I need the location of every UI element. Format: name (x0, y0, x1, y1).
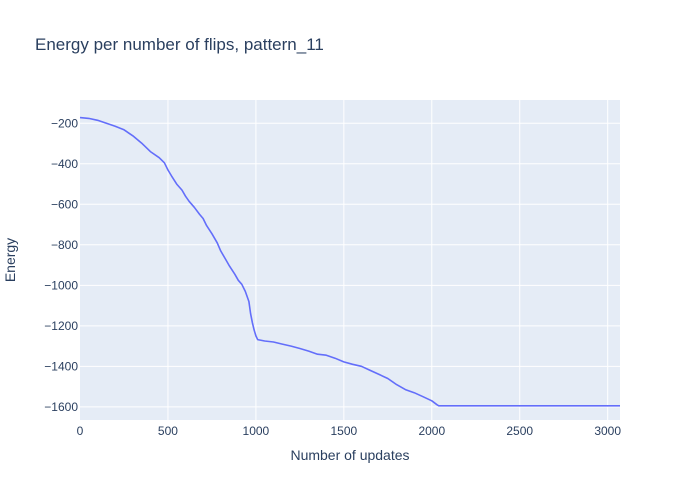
x-tick-label: 0 (77, 424, 84, 438)
series-line-0 (79, 116, 620, 407)
tick-labels: 0 500 1000 1500 2000 2500 3000 −200 −400 −600 −800… (44, 116, 621, 438)
grid-lines (80, 100, 620, 420)
y-tick-label: −1200 (44, 319, 78, 333)
x-tick-label: 500 (158, 424, 178, 438)
plot-area (80, 100, 620, 420)
y-tick-label: −1600 (44, 400, 78, 414)
x-tick-label: 2500 (506, 424, 533, 438)
chart-title: Energy per number of flips, pattern_11 (35, 35, 324, 54)
y-tick-label: −600 (51, 197, 78, 211)
x-tick-label: 3000 (594, 424, 621, 438)
y-tick-label: −1000 (44, 278, 78, 292)
x-tick-label: 1500 (330, 424, 357, 438)
x-tick-label: 1000 (243, 424, 270, 438)
y-tick-label: −400 (51, 157, 78, 171)
series-layer (79, 116, 620, 407)
y-tick-label: −1400 (44, 359, 78, 373)
y-tick-label: −800 (51, 238, 78, 252)
y-axis-title: Energy (2, 238, 18, 282)
x-axis-title: Number of updates (290, 447, 409, 463)
x-tick-label: 2000 (418, 424, 445, 438)
y-tick-label: −200 (51, 116, 78, 130)
